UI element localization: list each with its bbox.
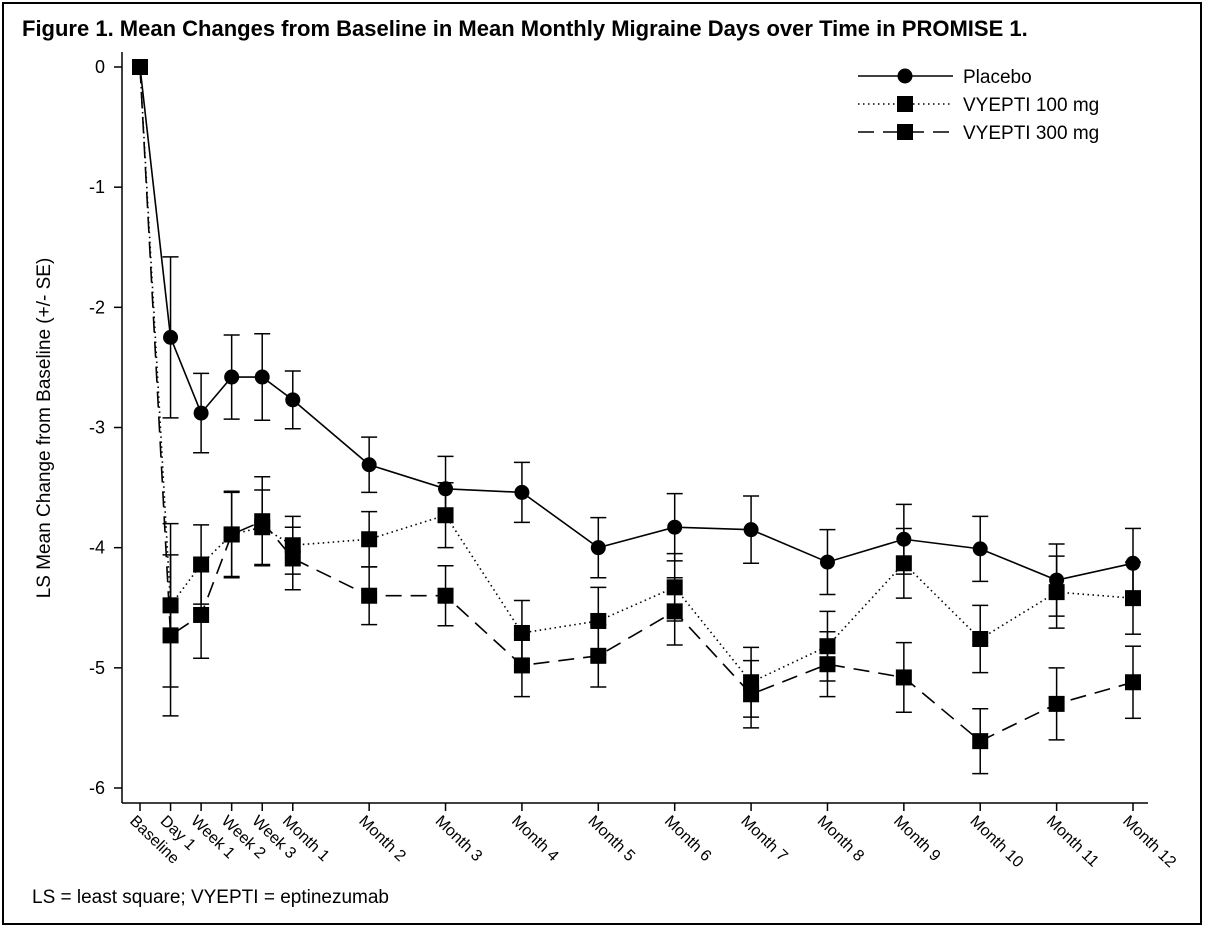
y-tick-label: -2	[89, 297, 105, 317]
data-point	[666, 603, 683, 620]
y-tick-label: -3	[89, 418, 105, 438]
x-tick-label: Month 10	[966, 813, 1026, 872]
data-point	[667, 519, 683, 535]
data-point	[743, 686, 760, 703]
legend-marker	[897, 68, 913, 84]
data-point	[972, 541, 988, 557]
data-point	[162, 627, 179, 644]
y-axis-label: LS Mean Change from Baseline (+/- SE)	[34, 258, 55, 599]
y-tick-label: -1	[89, 177, 105, 197]
data-point	[285, 392, 301, 408]
data-point	[254, 369, 270, 385]
data-point	[437, 507, 454, 524]
x-tick-label: Month 4	[508, 813, 561, 865]
x-tick-label: Month 11	[1043, 813, 1102, 871]
data-point	[895, 669, 912, 686]
data-point	[193, 405, 209, 421]
data-point	[132, 59, 148, 75]
series-layer	[132, 59, 1141, 775]
data-point	[361, 531, 378, 548]
data-point	[972, 733, 989, 750]
data-point	[1125, 674, 1141, 691]
y-tick-label: -5	[89, 658, 105, 678]
data-point	[193, 606, 210, 623]
series-vyepti-100-mg	[132, 59, 1141, 718]
legend-label: VYEPTI 300 mg	[963, 123, 1099, 144]
data-point	[1048, 584, 1065, 601]
data-point	[361, 457, 377, 473]
legend-marker	[897, 124, 913, 140]
data-point	[224, 369, 240, 385]
data-point	[223, 526, 240, 543]
data-point	[819, 656, 836, 673]
data-point	[590, 540, 606, 556]
x-tick-label: Month 2	[355, 813, 408, 865]
x-tick-label: Month 6	[661, 813, 714, 865]
legend: Placebo VYEPTI 100 mg VYEPTI 300 mg	[858, 67, 1099, 144]
data-point	[193, 556, 210, 573]
legend-entry: Placebo	[858, 67, 1032, 88]
data-point	[513, 657, 530, 674]
x-tick-label: Month 12	[1119, 813, 1179, 872]
legend-entry: VYEPTI 100 mg	[858, 95, 1099, 116]
data-point	[972, 630, 989, 647]
y-tick-label: -6	[89, 778, 105, 798]
data-point	[1048, 695, 1065, 712]
legend-marker	[897, 96, 913, 112]
legend-label: VYEPTI 100 mg	[963, 95, 1099, 116]
data-point	[513, 624, 530, 641]
series-vyepti-300-mg	[132, 59, 1141, 775]
legend-label: Placebo	[963, 67, 1032, 88]
x-tick-label: Month 5	[585, 813, 638, 865]
data-point	[514, 484, 530, 500]
legend-entry: VYEPTI 300 mg	[858, 123, 1099, 144]
x-tick-label: Month 8	[814, 813, 867, 865]
data-point	[743, 522, 759, 538]
data-point	[284, 550, 301, 567]
footnote: LS = least square; VYEPTI = eptinezumab	[32, 887, 389, 908]
data-point	[254, 513, 271, 530]
y-tick-label: 0	[95, 57, 105, 77]
data-point	[895, 555, 912, 572]
data-point	[1125, 590, 1141, 607]
y-tick-label: -4	[89, 538, 105, 558]
x-tick-label: Month 9	[890, 813, 943, 865]
data-point	[590, 647, 607, 664]
data-point	[819, 554, 835, 570]
x-tick-label: Month 3	[432, 813, 485, 865]
x-tick-label: Month 7	[737, 813, 790, 865]
data-point	[163, 329, 179, 345]
data-point	[361, 587, 378, 604]
chart-title: Figure 1. Mean Changes from Baseline in …	[22, 16, 1028, 41]
data-point	[437, 587, 454, 604]
